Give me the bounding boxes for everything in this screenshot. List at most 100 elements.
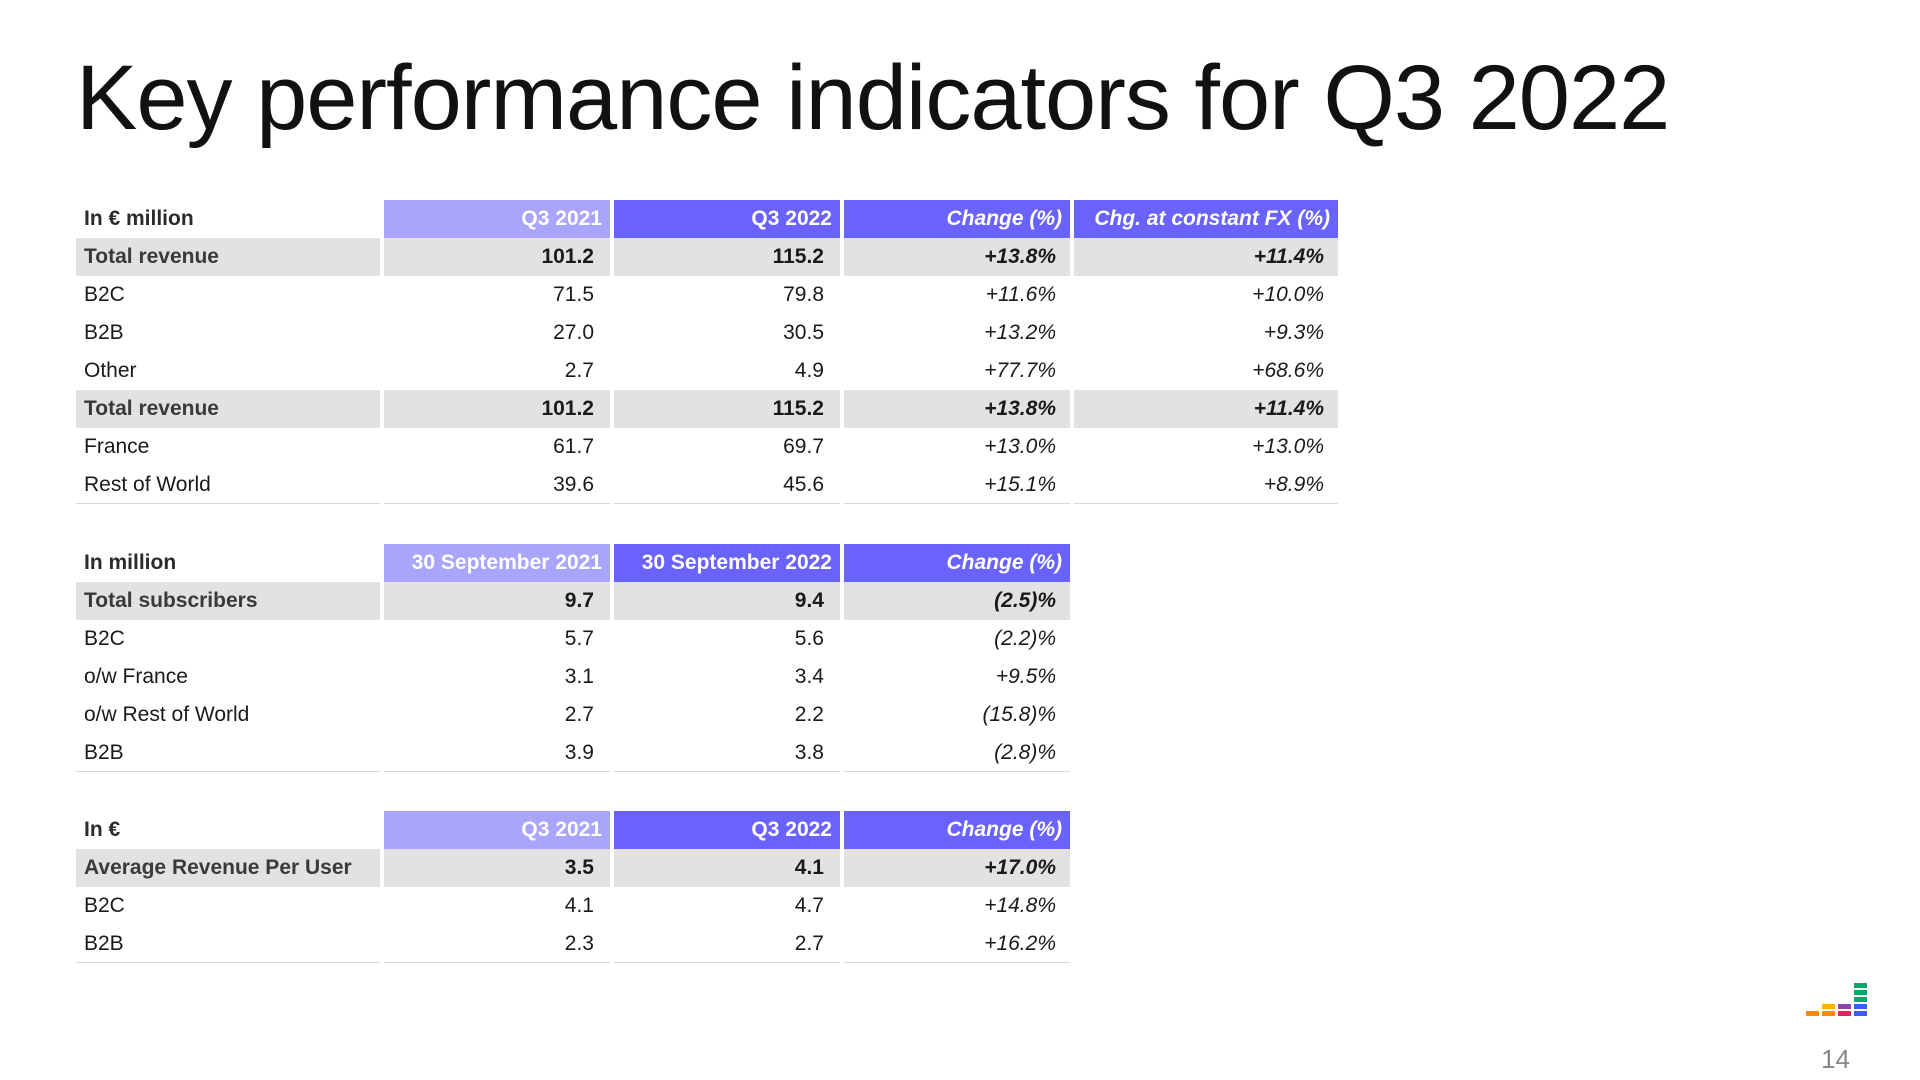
page-number: 14 (1821, 1044, 1850, 1074)
cell-value: 39.6 (384, 466, 610, 504)
cell-value: 2.3 (384, 925, 610, 963)
column-header: Chg. at constant FX (%) (1074, 200, 1338, 238)
row-label: B2B (84, 321, 124, 344)
column-header: Q3 2022 (614, 200, 840, 238)
revenue-table: In € million Q3 2021 Q3 2022 Change (%) … (72, 200, 1342, 504)
column-header: Change (%) (844, 811, 1070, 849)
column-header: 30 September 2022 (614, 544, 840, 582)
cell-value: 4.1 (614, 849, 840, 887)
row-label: B2C (84, 627, 125, 650)
cell-value: 3.8 (614, 734, 840, 772)
logo-block (1854, 1011, 1867, 1016)
table-row: Total subscribers 9.7 9.4 (2.5)% (76, 582, 1070, 620)
cell-value: 45.6 (614, 466, 840, 504)
cell-value: 115.2 (614, 390, 840, 428)
table-row: B2B 27.0 30.5 +13.2% +9.3% (76, 314, 1338, 352)
cell-change-fx: +11.4% (1074, 390, 1338, 428)
cell-value: 27.0 (553, 321, 594, 344)
table-row: B2B 2.3 2.7 +16.2% (76, 925, 1070, 963)
logo-block (1822, 1011, 1835, 1016)
row-label: Average Revenue Per User (76, 849, 380, 887)
table-row: o/w France 3.1 3.4 +9.5% (76, 658, 1070, 696)
cell-value: 9.4 (614, 582, 840, 620)
cell-change-fx: +10.0% (1252, 283, 1324, 306)
cell-change-fx: +68.6% (1252, 359, 1324, 382)
cell-value: 2.7 (564, 359, 594, 382)
cell-change: +13.2% (984, 321, 1056, 344)
cell-change: +13.0% (984, 435, 1056, 458)
cell-value: 3.9 (384, 734, 610, 772)
cell-value: 3.1 (564, 665, 594, 688)
logo-block (1838, 1004, 1851, 1009)
table-row: B2C 4.1 4.7 +14.8% (76, 887, 1070, 925)
cell-change-fx: +13.0% (1252, 435, 1324, 458)
cell-change: (2.2)% (994, 627, 1056, 650)
cell-value: 9.7 (384, 582, 610, 620)
cell-change: +17.0% (844, 849, 1070, 887)
table-header-row: In € Q3 2021 Q3 2022 Change (%) (76, 811, 1070, 849)
cell-value: 30.5 (783, 321, 824, 344)
table-row: B2B 3.9 3.8 (2.8)% (76, 734, 1070, 772)
row-label: Other (84, 359, 137, 382)
cell-change: (2.8)% (844, 734, 1070, 772)
row-label: B2B (76, 734, 380, 772)
logo-block (1854, 997, 1867, 1002)
row-label: France (84, 435, 150, 458)
cell-value: 71.5 (553, 283, 594, 306)
table-row: Other 2.7 4.9 +77.7% +68.6% (76, 352, 1338, 390)
cell-change: +13.8% (844, 238, 1070, 276)
row-label: Total subscribers (76, 582, 380, 620)
table-row: o/w Rest of World 2.7 2.2 (15.8)% (76, 696, 1070, 734)
row-label: Total revenue (76, 390, 380, 428)
cell-change: +9.5% (995, 665, 1056, 688)
cell-value: 5.7 (564, 627, 594, 650)
cell-change: +13.8% (844, 390, 1070, 428)
cell-change: (2.5)% (844, 582, 1070, 620)
logo-block (1854, 990, 1867, 995)
cell-change: +16.2% (844, 925, 1070, 963)
subscribers-table: In million 30 September 2021 30 Septembe… (72, 544, 1074, 772)
column-header: Change (%) (844, 544, 1070, 582)
table-row: Average Revenue Per User 3.5 4.1 +17.0% (76, 849, 1070, 887)
row-label: Total revenue (76, 238, 380, 276)
logo-block (1854, 1004, 1867, 1009)
table-header-row: In € million Q3 2021 Q3 2022 Change (%) … (76, 200, 1338, 238)
cell-value: 3.5 (384, 849, 610, 887)
row-label: B2B (76, 925, 380, 963)
table-row: Total revenue 101.2 115.2 +13.8% +11.4% (76, 390, 1338, 428)
brand-logo-icon (1806, 983, 1867, 1016)
arpu-table: In € Q3 2021 Q3 2022 Change (%) Average … (72, 811, 1074, 963)
logo-block (1806, 1011, 1819, 1016)
cell-value: 61.7 (553, 435, 594, 458)
cell-value: 4.9 (794, 359, 824, 382)
cell-change: +77.7% (984, 359, 1056, 382)
slide-title: Key performance indicators for Q3 2022 (76, 47, 1670, 149)
column-header: In € million (84, 207, 194, 230)
cell-change: +11.6% (985, 283, 1056, 306)
row-label: B2C (84, 894, 125, 917)
cell-change-fx: +11.4% (1074, 238, 1338, 276)
row-label: B2C (84, 283, 125, 306)
column-header: In € (84, 818, 121, 841)
column-header: Q3 2021 (384, 200, 610, 238)
row-label: o/w France (84, 665, 188, 688)
logo-block (1838, 1011, 1851, 1016)
cell-value: 2.7 (564, 703, 594, 726)
cell-value: 4.1 (564, 894, 594, 917)
table-header-row: In million 30 September 2021 30 Septembe… (76, 544, 1070, 582)
table-row: B2C 71.5 79.8 +11.6% +10.0% (76, 276, 1338, 314)
cell-change: +15.1% (844, 466, 1070, 504)
column-header: Change (%) (844, 200, 1070, 238)
column-header: 30 September 2021 (384, 544, 610, 582)
logo-block (1854, 983, 1867, 988)
table-row: Total revenue 101.2 115.2 +13.8% +11.4% (76, 238, 1338, 276)
cell-change-fx: +8.9% (1074, 466, 1338, 504)
column-header: Q3 2022 (614, 811, 840, 849)
cell-value: 115.2 (614, 238, 840, 276)
cell-value: 4.7 (794, 894, 824, 917)
cell-value: 5.6 (794, 627, 824, 650)
row-label: o/w Rest of World (84, 703, 250, 726)
cell-change: +14.8% (984, 894, 1056, 917)
cell-value: 101.2 (384, 238, 610, 276)
column-header: In million (84, 551, 177, 574)
